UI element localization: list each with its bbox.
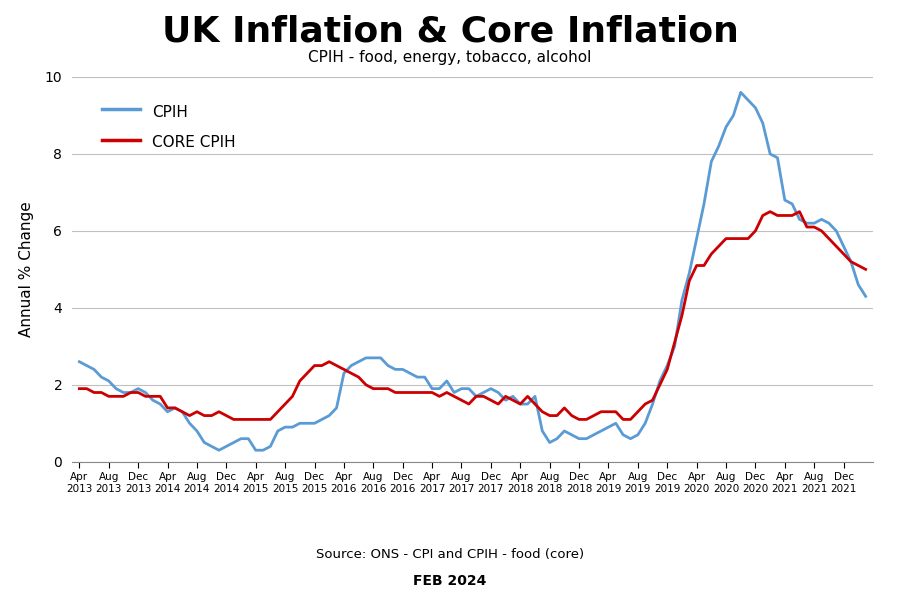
Y-axis label: Annual % Change: Annual % Change: [19, 201, 33, 337]
Text: UK Inflation & Core Inflation: UK Inflation & Core Inflation: [162, 15, 738, 49]
Text: CPIH - food, energy, tobacco, alcohol: CPIH - food, energy, tobacco, alcohol: [309, 50, 591, 65]
Text: FEB 2024: FEB 2024: [413, 574, 487, 588]
Text: Source: ONS - CPI and CPIH - food (core): Source: ONS - CPI and CPIH - food (core): [316, 548, 584, 561]
Legend: CPIH, CORE CPIH: CPIH, CORE CPIH: [95, 96, 242, 158]
